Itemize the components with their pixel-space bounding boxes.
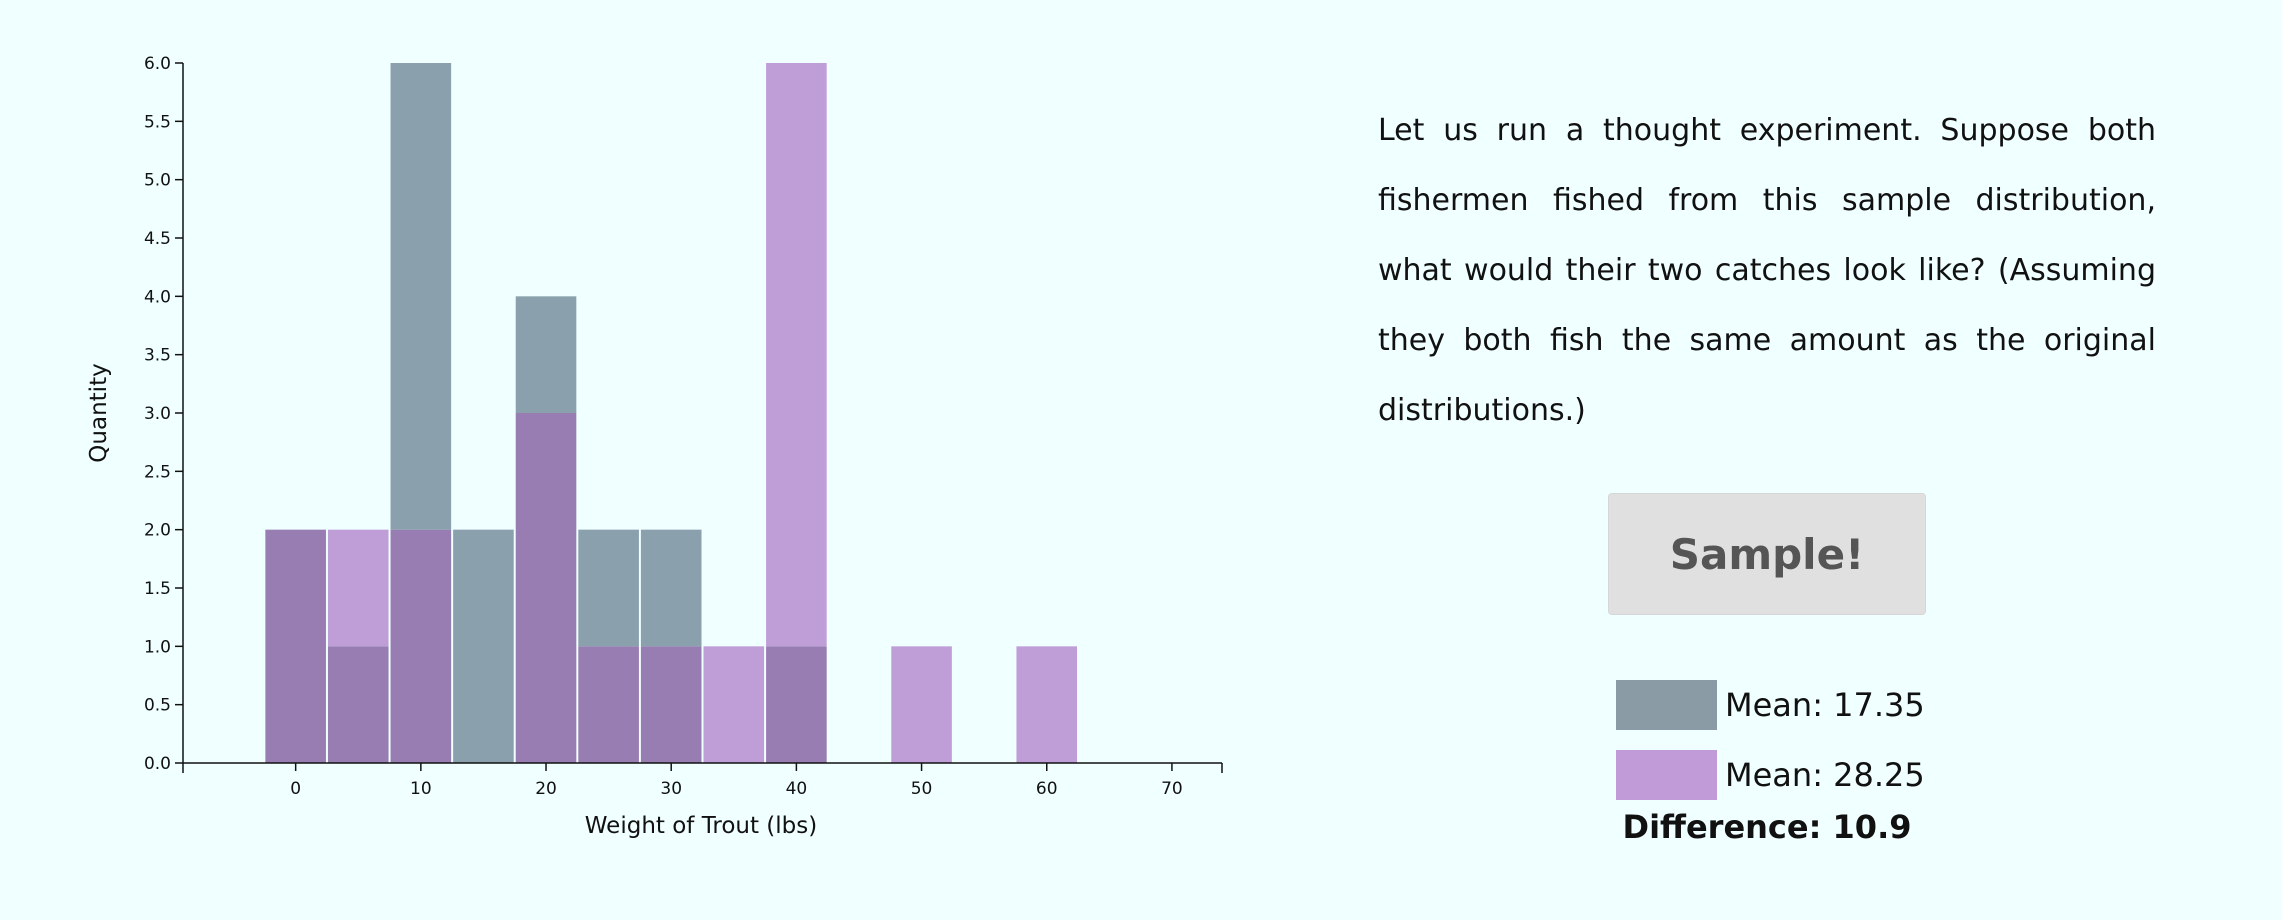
y-axis-label: Quantity (86, 363, 112, 462)
x-tick-label: 40 (786, 779, 808, 799)
y-tick-label: 3.0 (144, 404, 171, 424)
y-tick-label: 0.5 (144, 696, 171, 716)
y-tick-label: 6.0 (144, 54, 171, 74)
explanation-paragraph: Let us run a thought experiment. Suppose… (1378, 113, 2156, 428)
x-tick-label: 70 (1161, 779, 1183, 799)
legend-item-1: Mean: 17.35 (1616, 679, 1925, 731)
series-2-bar-5 (327, 529, 389, 647)
y-tick-label: 3.5 (144, 346, 171, 366)
y-tick-label: 0.0 (144, 754, 171, 774)
series-1-bar-15 (453, 529, 514, 763)
series-1-bar-25 (578, 529, 639, 647)
overlap-bar-20 (515, 413, 577, 763)
x-tick-label: 60 (1036, 779, 1058, 799)
overlap-bar-30 (640, 646, 702, 763)
y-tick-label: 5.5 (144, 112, 171, 132)
sample-button[interactable]: Sample! (1608, 493, 1926, 615)
y-tick-label: 5.0 (144, 171, 171, 191)
overlap-bar-0 (265, 529, 326, 763)
histogram-svg: 0.0 0.5 1.0 1.5 2.0 2.5 3.0 3.5 4.0 4.5 5.0 5.5 6.0 0… (86, 54, 1223, 839)
right-panel: Let us run a thought experiment. Suppose… (1378, 0, 2156, 920)
legend-mean-1: Mean: 17.35 (1725, 686, 1925, 724)
y-tick-label: 1.5 (144, 579, 171, 599)
bars-layer (265, 63, 1078, 763)
overlap-bar-10 (390, 529, 452, 763)
axes-layer: 0.0 0.5 1.0 1.5 2.0 2.5 3.0 3.5 4.0 4.5 5.0 5.5 6.0 0… (144, 54, 1223, 799)
x-tick-label: 0 (290, 779, 301, 799)
series-2-bar-50 (891, 646, 952, 763)
x-tick-label: 30 (660, 779, 682, 799)
x-tick-label: 20 (535, 779, 557, 799)
y-tick-label: 4.5 (144, 229, 171, 249)
histogram-chart: 0.0 0.5 1.0 1.5 2.0 2.5 3.0 3.5 4.0 4.5 5.0 5.5 6.0 0… (86, 54, 1223, 839)
series-2-bar-40 (766, 63, 827, 647)
x-tick-label: 50 (911, 779, 933, 799)
series-1-bar-30 (640, 529, 702, 647)
legend-swatch-2 (1616, 750, 1717, 800)
x-axis-label: Weight of Trout (lbs) (585, 813, 817, 839)
overlap-bar-5 (327, 646, 389, 763)
legend-mean-2: Mean: 28.25 (1725, 756, 1925, 794)
series-1-bar-10 (390, 63, 452, 530)
y-tick-label: 4.0 (144, 287, 171, 307)
legend-item-2: Mean: 28.25 (1616, 749, 1925, 801)
y-tick-label: 2.5 (144, 462, 171, 482)
overlap-bar-40 (766, 646, 827, 763)
series-1-bar-20 (515, 296, 577, 413)
difference-text: Difference: 10.9 (1622, 808, 1912, 846)
overlap-bar-25 (578, 646, 639, 763)
x-tick-label: 10 (410, 779, 432, 799)
series-2-bar-35 (703, 646, 765, 763)
series-2-bar-60 (1016, 646, 1078, 763)
y-tick-label: 2.0 (144, 521, 171, 541)
y-tick-label: 1.0 (144, 637, 171, 657)
legend-swatch-1 (1616, 680, 1717, 730)
